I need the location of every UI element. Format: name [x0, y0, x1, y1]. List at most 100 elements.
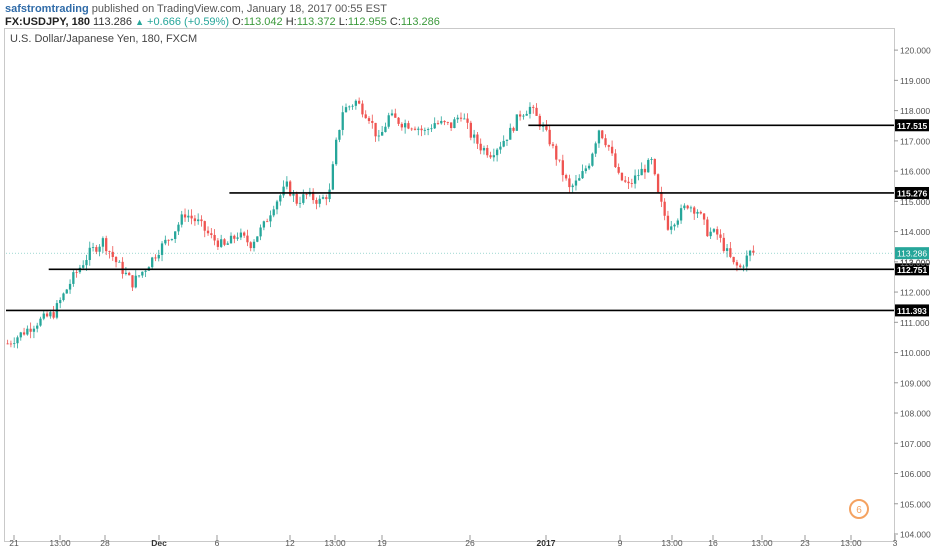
y-tick-label: 108.000 [900, 409, 931, 419]
candle-body [174, 231, 177, 240]
candle-body [630, 183, 633, 184]
candle-body [693, 207, 696, 214]
candle-body [72, 272, 75, 284]
candle-body [601, 130, 604, 139]
x-tick-label: 3 [893, 538, 898, 548]
high-value: 113.372 [296, 16, 336, 28]
candle-body [453, 119, 456, 129]
candle-body [456, 117, 459, 120]
candle-body [167, 239, 170, 241]
candle-body [568, 178, 571, 188]
candle-body [722, 237, 725, 251]
candle-body [59, 300, 62, 304]
candle-body [643, 168, 647, 173]
candle-body [607, 145, 610, 147]
candle-body [656, 174, 660, 193]
candle-body [696, 211, 699, 214]
candle-body [164, 239, 167, 244]
candle-body [62, 293, 65, 301]
candle-body [226, 243, 229, 245]
candle-body [367, 118, 371, 122]
candle-body [735, 262, 739, 266]
author-username[interactable]: safstromtrading [5, 3, 89, 15]
candle-body [482, 147, 486, 151]
candle-body [469, 122, 472, 138]
candle-body [716, 229, 719, 235]
candle-body [653, 158, 656, 175]
candle-body [157, 254, 160, 259]
candle-body [216, 240, 220, 247]
candle-body [676, 220, 679, 225]
candle-body [538, 115, 541, 127]
published-text: published on TradingView.com, January 18… [88, 3, 387, 15]
secondary-price-label: 113.000 [900, 258, 930, 268]
candle-body [640, 168, 643, 176]
candle-body [141, 271, 144, 276]
x-tick-label: 6 [215, 538, 220, 548]
candle-body [82, 265, 85, 268]
close-label: C: [389, 16, 401, 28]
candle-body [545, 126, 548, 130]
candle-body [220, 239, 223, 247]
candle-body [193, 218, 197, 222]
level-price-label: 117.515 [897, 121, 928, 131]
x-tick-label: 28 [100, 538, 110, 548]
candle-body [6, 343, 9, 345]
candle-body [22, 332, 26, 335]
candle-body [325, 197, 328, 200]
candle-body [492, 155, 495, 158]
candle-body [243, 232, 246, 236]
level-price-tag [895, 304, 929, 317]
candle-body [26, 328, 29, 335]
candle-body [39, 318, 42, 326]
candle-body [739, 265, 742, 268]
candle-body [49, 312, 52, 317]
level-price-tag [895, 263, 929, 276]
candle-body [594, 143, 597, 154]
candle-body [548, 129, 551, 145]
candle-body [518, 114, 522, 117]
candle-body [341, 112, 344, 130]
candle-body [348, 106, 351, 108]
candle-body [223, 239, 226, 245]
y-tick-label: 116.000 [900, 167, 930, 177]
candle-body [476, 134, 479, 144]
candle-body [88, 247, 91, 261]
y-tick-label: 105.000 [900, 499, 931, 509]
candle-body [679, 208, 683, 221]
candle-body [387, 115, 390, 127]
candle-body [144, 270, 147, 272]
candle-body [246, 235, 249, 243]
candle-body [256, 236, 259, 242]
candle-body [512, 127, 515, 131]
candle-body [686, 205, 689, 209]
candle-body [561, 160, 564, 176]
x-tick-label: 13:00 [840, 538, 862, 548]
candle-body [732, 256, 735, 263]
price-change: +0.666 (+0.59%) [147, 16, 229, 28]
candle-body [742, 266, 745, 268]
candle-body [666, 215, 670, 230]
candle-body [377, 135, 381, 137]
current-price-tag [895, 247, 929, 260]
candle-body [101, 238, 105, 247]
candle-body [98, 246, 101, 252]
candle-body [499, 146, 502, 150]
candle-body [472, 134, 476, 138]
candle-body [528, 106, 532, 114]
last-price: 113.286 [93, 16, 132, 28]
candle-body [52, 312, 55, 318]
x-tick-label: 26 [465, 538, 475, 548]
candle-body [417, 128, 420, 130]
y-tick-label: 120.000 [900, 46, 931, 56]
x-axis: 21 13:00 28 Dec 6 12 13:00 19 26 2017 9 13:00 16 13:0… [9, 535, 898, 548]
x-tick-label: 12 [285, 538, 295, 548]
chart-frame[interactable] [4, 28, 895, 542]
candle-body [558, 159, 561, 161]
candle-body [298, 202, 302, 204]
candle-body [160, 243, 164, 255]
candle-body [440, 120, 443, 124]
y-tick-label: 115.000 [900, 197, 930, 207]
candle-body [574, 180, 578, 186]
